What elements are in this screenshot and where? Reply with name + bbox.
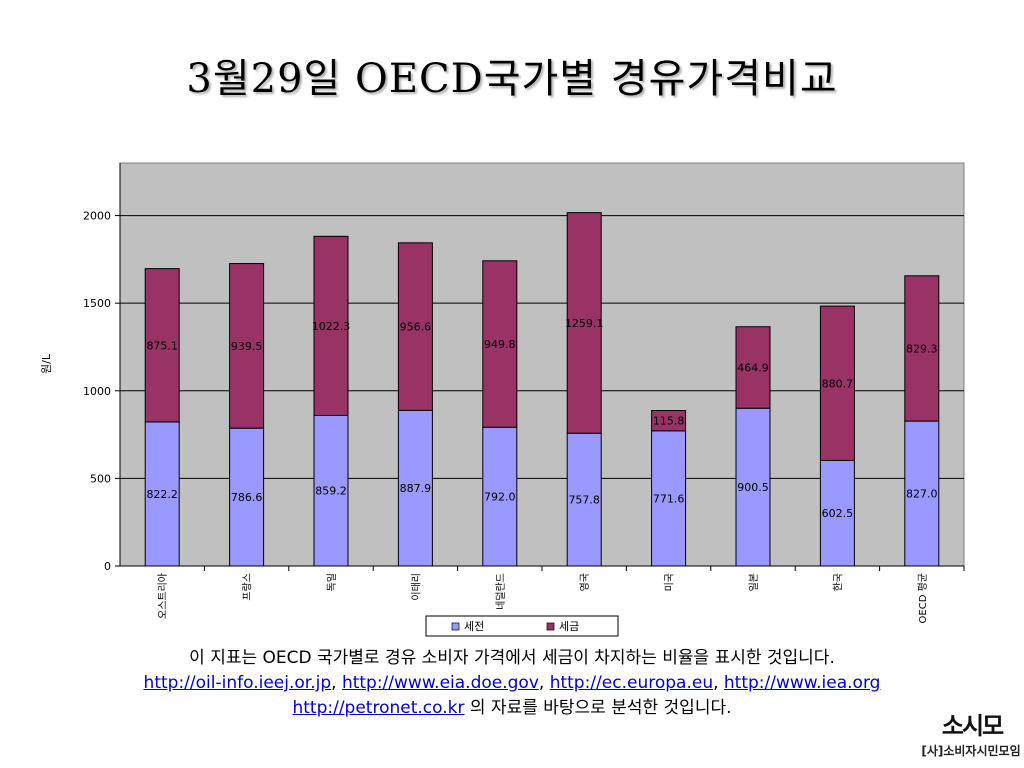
value-label-tax-7: 464.9	[737, 361, 769, 374]
bar-group	[144, 212, 940, 567]
bar-tax-9	[904, 275, 940, 422]
value-label-pretax-5: 757.8	[568, 494, 600, 507]
bar-tax-3	[397, 242, 433, 411]
y-tick-label: 2000	[83, 210, 111, 223]
bar-pretax-1	[229, 427, 265, 567]
x-tick-label-8: 한국	[832, 573, 844, 591]
y-tick-label: 500	[90, 472, 111, 485]
slide-title: 3월29일 OECD국가별 경유가격비교	[186, 56, 838, 102]
legend-swatch-tax	[546, 622, 555, 631]
bar-pretax-2	[313, 414, 349, 567]
bar-pretax-4	[482, 426, 518, 567]
source-link-ec-europa[interactable]: http://ec.europa.eu	[549, 673, 714, 693]
legend-swatch-pretax	[451, 622, 460, 631]
x-tick-label-3: 이태리	[410, 573, 422, 601]
source-link-petronet[interactable]: http://petronet.co.kr	[292, 698, 465, 718]
value-label-pretax-0: 822.2	[146, 488, 178, 501]
legend: 세전 세금	[425, 615, 619, 637]
bar-pretax-7	[735, 407, 771, 567]
x-tick-label-9: OECD 평균	[917, 573, 929, 623]
source-link-eia[interactable]: http://www.eia.doe.gov	[341, 673, 539, 693]
x-tick-label-1: 프랑스	[242, 573, 254, 601]
value-label-tax-8: 880.7	[822, 377, 854, 390]
caption-line-2: http://oil-info.ieej.or.jp, http://www.e…	[143, 673, 881, 693]
value-label-tax-5: 1259.1	[565, 317, 604, 330]
bar-pretax-5	[566, 432, 602, 567]
value-label-tax-1: 939.5	[231, 340, 263, 353]
value-label-pretax-2: 859.2	[315, 485, 347, 498]
value-label-pretax-4: 792.0	[484, 491, 516, 504]
bar-pretax-8	[819, 459, 855, 567]
value-label-tax-6: 115.8	[653, 415, 685, 428]
bar-tax-1	[229, 263, 265, 429]
x-tick-label-2: 독일	[326, 573, 338, 591]
oecd-diesel-price-chart: 0 500 1000 1500 2000 822.2 875.1 786.6 939.5 859…	[40, 162, 965, 637]
caption-line-1: 이 지표는 OECD 국가별로 경유 소비자 가격에서 세금이 차지하는 비율을…	[189, 648, 835, 668]
value-label-tax-3: 956.6	[400, 321, 432, 334]
x-tick-label-7: 일본	[748, 573, 760, 591]
source-link-iea[interactable]: http://www.iea.org	[723, 673, 881, 693]
value-labels: 822.2 875.1 786.6 939.5 859.2 1022.3 887.9 956.…	[146, 317, 937, 520]
bar-pretax-6	[651, 430, 687, 567]
bar-tax-4	[482, 260, 518, 428]
x-tick-label-6: 미국	[664, 573, 676, 591]
value-label-tax-9: 829.3	[906, 342, 938, 355]
logo-mark: 소시모	[941, 712, 1004, 740]
value-label-pretax-1: 786.6	[231, 491, 263, 504]
bar-tax-6	[651, 410, 687, 432]
bar-tax-0	[144, 268, 180, 423]
x-tick-label-5: 영국	[579, 573, 591, 591]
legend-label-tax: 세금	[559, 620, 579, 633]
value-label-pretax-9: 827.0	[906, 488, 938, 501]
y-tick-label: 1000	[83, 385, 111, 398]
x-tick-label-0: 오스트리아	[157, 573, 169, 619]
x-tick-label-4: 네덜란드	[495, 573, 507, 610]
organization-logo: 소시모 [사]소비자시민모임	[918, 706, 1024, 768]
legend-label-pretax: 세전	[464, 620, 484, 633]
value-label-pretax-6: 771.6	[653, 492, 685, 505]
value-label-pretax-3: 887.9	[400, 482, 432, 495]
y-tick-label: 0	[104, 560, 111, 573]
bar-tax-2	[313, 235, 349, 416]
value-label-tax-4: 949.8	[484, 338, 516, 351]
x-axis-labels: 오스트리아 프랑스 독일 이태리 네덜란드 영국 미국 일본 한국 OECD 평균	[157, 566, 965, 623]
value-label-tax-0: 875.1	[146, 339, 178, 352]
value-label-tax-2: 1022.3	[312, 320, 351, 333]
caption-line-3: http://petronet.co.kr 의 자료를 바탕으로 분석한 것입니…	[292, 698, 732, 718]
legend-box	[425, 615, 619, 637]
caption: 이 지표는 OECD 국가별로 경유 소비자 가격에서 세금이 차지하는 비율을…	[40, 646, 984, 721]
logo-name: [사]소비자시민모임	[921, 744, 1021, 758]
bar-tax-8	[819, 305, 855, 461]
y-axis-label: 원/L	[40, 353, 53, 374]
bar-tax-7	[735, 326, 771, 409]
value-label-pretax-8: 602.5	[822, 507, 854, 520]
y-tick-label: 1500	[83, 297, 111, 310]
value-label-pretax-7: 900.5	[737, 481, 769, 494]
bar-tax-5	[566, 212, 602, 434]
source-link-ieej[interactable]: http://oil-info.ieej.or.jp	[143, 673, 332, 693]
